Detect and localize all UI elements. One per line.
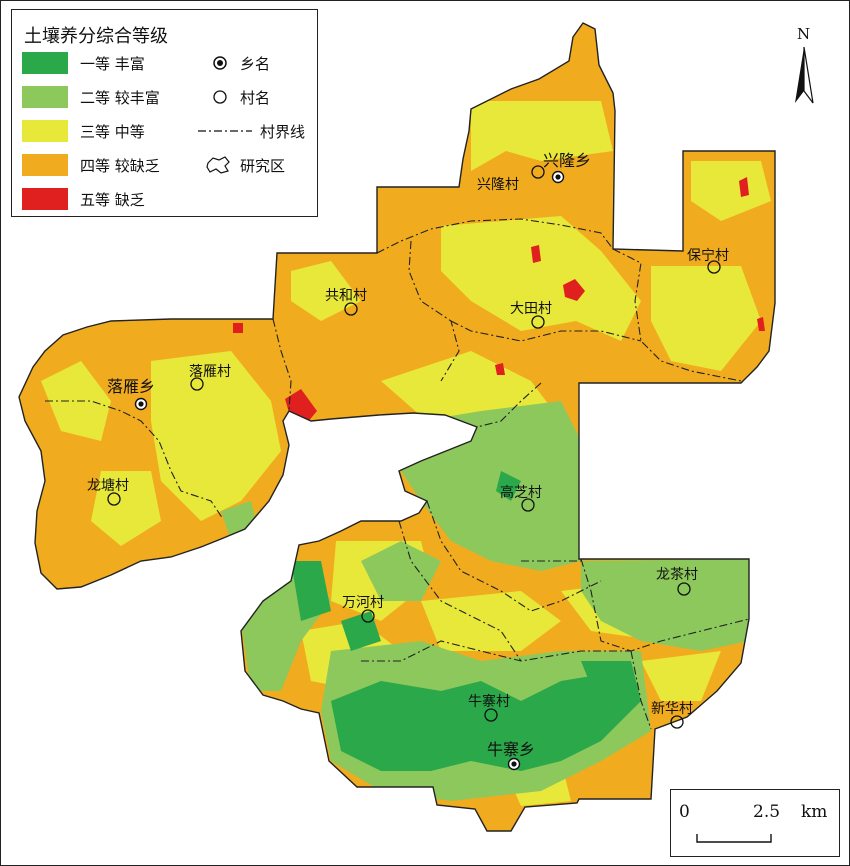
label-baoning-village: 保宁村 (687, 248, 729, 264)
legend-swatch-grade-2 (22, 86, 68, 108)
legend: 土壤养分综合等级 一等 丰富 二等 较丰富 三等 中等 四等 较缺乏 五等 缺乏… (11, 9, 318, 217)
scale-zero: 0 (679, 802, 690, 822)
label-longtang-village: 龙塘村 (87, 478, 129, 494)
village-marker-xinglong (531, 165, 545, 179)
legend-grade-1: 一等 丰富 (22, 52, 145, 74)
scale-distance: 2.5 (753, 802, 781, 822)
legend-grade-1-label: 一等 丰富 (80, 54, 145, 73)
legend-swatch-grade-1 (22, 52, 68, 74)
north-label: N (797, 25, 811, 43)
label-datian-village: 大田村 (510, 301, 552, 317)
village-marker-gonghe (344, 302, 358, 316)
village-marker-longcha (677, 582, 691, 596)
label-niuzhai-village: 牛寨村 (468, 694, 510, 710)
legend-grade-5-label: 五等 缺乏 (80, 190, 145, 209)
label-gonghe-village: 共和村 (325, 288, 367, 304)
scale-unit: km (801, 802, 828, 822)
village-marker-gaozhi (521, 498, 535, 512)
legend-boundary-label: 村界线 (260, 122, 306, 141)
label-wanhe-village: 万河村 (342, 595, 384, 611)
village-marker-luoyan (190, 377, 204, 391)
village-marker-datian (531, 315, 545, 329)
village-marker-longtang (107, 492, 121, 506)
village-marker-niuzhai (484, 708, 498, 722)
label-luoyan-township: 落雁乡 (107, 377, 156, 396)
village-symbol-icon (208, 86, 232, 108)
legend-township: 乡名 (208, 52, 270, 74)
label-gaozhi-village: 高芝村 (500, 485, 542, 501)
boundary-line-icon (198, 120, 252, 142)
label-niuzhai-township: 牛寨乡 (487, 740, 536, 759)
legend-township-label: 乡名 (240, 54, 271, 73)
label-xinglong-village: 兴隆村 (477, 177, 519, 193)
legend-grade-2-label: 二等 较丰富 (80, 88, 160, 107)
legend-village-label: 村名 (240, 88, 271, 107)
legend-grade-3: 三等 中等 (22, 120, 145, 142)
village-markers (107, 165, 721, 729)
legend-grade-3-label: 三等 中等 (80, 122, 145, 141)
legend-grade-4-label: 四等 较缺乏 (80, 156, 160, 175)
legend-swatch-grade-3 (22, 120, 68, 142)
village-marker-xinhua (670, 715, 684, 729)
legend-study-area-label: 研究区 (240, 156, 286, 175)
scale-bar: 0 2.5 km (670, 789, 840, 857)
legend-grade-2: 二等 较丰富 (22, 86, 160, 108)
north-arrow-icon (795, 46, 814, 104)
legend-swatch-grade-5 (22, 188, 68, 210)
legend-study-area: 研究区 (204, 154, 285, 176)
village-boundaries (45, 218, 750, 730)
study-area-icon (204, 154, 232, 176)
village-marker-baoning (707, 260, 721, 274)
village-marker-wanhe (361, 609, 375, 623)
scale-bar-line (696, 834, 772, 843)
legend-swatch-grade-4 (22, 154, 68, 176)
legend-grade-5: 五等 缺乏 (22, 188, 145, 210)
label-xinglong-township: 兴隆乡 (543, 151, 592, 170)
label-xinhua-village: 新华村 (651, 701, 693, 717)
legend-grade-4: 四等 较缺乏 (22, 154, 160, 176)
legend-boundary: 村界线 (198, 120, 305, 142)
legend-village: 村名 (208, 86, 270, 108)
township-symbol-icon (208, 52, 232, 74)
legend-title: 土壤养分综合等级 (24, 26, 168, 47)
label-longcha-village: 龙茶村 (656, 567, 698, 583)
township-markers (134, 170, 565, 771)
label-luoyan-village: 落雁村 (189, 364, 231, 380)
